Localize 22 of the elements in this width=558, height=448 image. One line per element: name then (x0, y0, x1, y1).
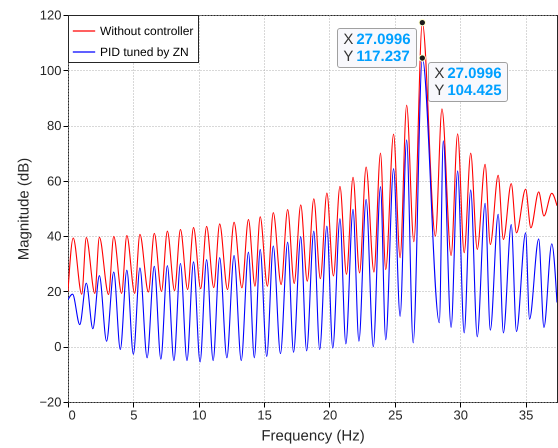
annotation: X 27.0996 Y 104.425 (434, 65, 502, 100)
x-tick-label: 20 (322, 408, 338, 422)
x-tick-label: 25 (388, 408, 403, 422)
y-tick-label: 20 (47, 284, 62, 299)
y-tick-label: 80 (47, 118, 62, 134)
y-tick-label: 60 (47, 173, 62, 188)
legend-label: PID tuned by ZN (100, 45, 189, 59)
x-tick-label: 0 (68, 408, 76, 422)
x-tick-label: 10 (192, 408, 206, 422)
x-tick-label: 35 (518, 408, 534, 422)
annotation: X 27.0996 Y 117.237 (343, 30, 411, 65)
y-axis-title: Magnitude (dB) (15, 158, 32, 260)
x-axis-title: Frequency (Hz) (261, 428, 365, 444)
y-tick-label: 100 (40, 62, 62, 78)
x-tick-label: 5 (130, 408, 138, 422)
y-tick-label: 0 (54, 339, 62, 354)
y-tick-label: −20 (39, 394, 62, 410)
y-tick-label: 120 (40, 8, 62, 22)
legend-label: Without controller (100, 24, 194, 38)
x-tick-label: 15 (257, 408, 272, 422)
x-tick-label: 30 (454, 408, 468, 422)
y-tick-label: 40 (47, 228, 62, 244)
